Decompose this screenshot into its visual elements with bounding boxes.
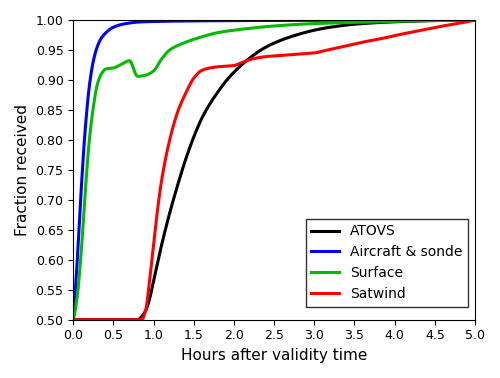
Aircraft & sonde <box>346 18 352 22</box>
ATOVS <box>472 18 478 22</box>
Aircraft & sonde <box>232 18 238 23</box>
Line: Aircraft & sonde: Aircraft & sonde <box>74 20 475 320</box>
Aircraft & sonde <box>391 18 397 22</box>
Aircraft & sonde <box>384 18 390 22</box>
Satwind <box>391 34 397 38</box>
ATOVS <box>112 318 117 322</box>
ATOVS <box>384 20 390 25</box>
Line: ATOVS: ATOVS <box>74 20 475 320</box>
Satwind <box>232 63 238 67</box>
Aircraft & sonde <box>70 318 76 322</box>
Surface <box>247 26 253 31</box>
Surface <box>232 28 238 32</box>
ATOVS <box>346 22 352 27</box>
Surface <box>472 18 478 22</box>
X-axis label: Hours after validity time: Hours after validity time <box>181 348 368 363</box>
ATOVS <box>232 68 238 73</box>
Satwind <box>384 35 390 40</box>
Legend: ATOVS, Aircraft & sonde, Surface, Satwind: ATOVS, Aircraft & sonde, Surface, Satwin… <box>306 219 468 307</box>
Aircraft & sonde <box>247 18 253 23</box>
Satwind <box>472 18 478 22</box>
Surface <box>391 19 397 23</box>
Satwind <box>112 318 117 322</box>
Aircraft & sonde <box>112 25 117 29</box>
Surface <box>384 19 390 24</box>
Line: Satwind: Satwind <box>74 20 475 320</box>
Satwind <box>70 318 76 322</box>
ATOVS <box>70 318 76 322</box>
Surface <box>112 65 117 70</box>
Aircraft & sonde <box>472 18 478 22</box>
Surface <box>70 318 76 322</box>
ATOVS <box>247 55 253 60</box>
Satwind <box>247 57 253 62</box>
Surface <box>346 20 352 25</box>
Line: Surface: Surface <box>74 20 475 320</box>
ATOVS <box>391 20 397 24</box>
Satwind <box>346 43 352 48</box>
Y-axis label: Fraction received: Fraction received <box>15 104 30 236</box>
